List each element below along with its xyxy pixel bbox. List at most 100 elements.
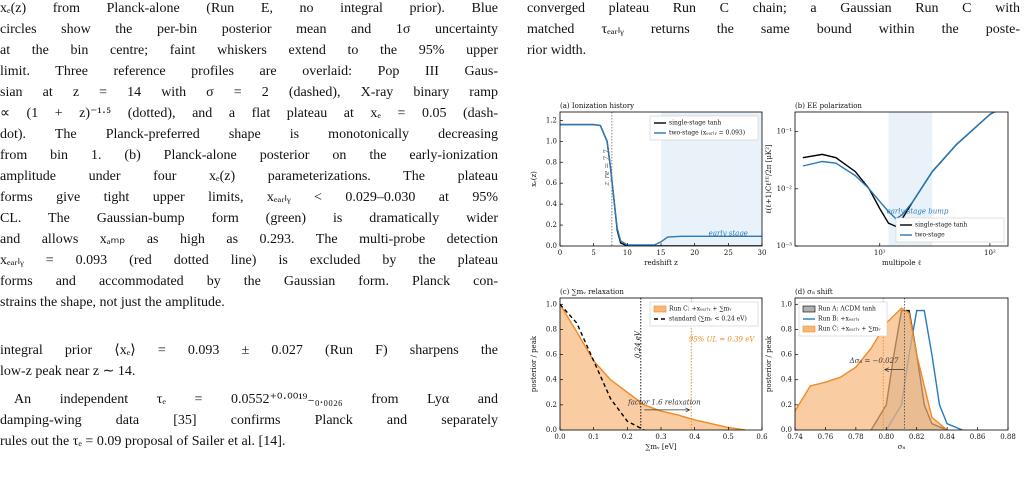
x-tick-label: 10¹ xyxy=(874,249,886,257)
y-axis-label: posterior / peak xyxy=(765,335,773,392)
text-line: An independent τₑ = 0.0552⁺⁰·⁰⁰¹⁹₋₀.₀₀₂₆… xyxy=(14,392,498,407)
line xyxy=(560,123,762,246)
legend-label: Run A: ΛCDM tanh xyxy=(818,306,876,313)
area xyxy=(795,308,948,430)
text-line: converged plateau Run C chain; a Gaussia… xyxy=(527,1,1020,16)
y-tick-label: 0.6 xyxy=(546,179,558,187)
y-tick-label: 0.8 xyxy=(546,325,557,333)
frame xyxy=(794,111,1009,247)
x-tick-label: 0 xyxy=(558,249,562,257)
text-line: matched τₑₐᵣₗᵧ returns the same bound wi… xyxy=(527,22,1020,37)
text-line: at the bin centre; faint whiskers extend… xyxy=(0,43,498,58)
legend-swatch xyxy=(802,305,816,313)
x-tick-label: 0.4 xyxy=(689,433,701,441)
text-line: limit. Three reference profiles are over… xyxy=(0,64,498,79)
text-line: integral prior ⟨xₑ⟩ = 0.093 ± 0.027 (Run… xyxy=(0,343,498,358)
text-line: forms and accommodated by the Gaussian f… xyxy=(0,274,498,289)
x-tick-label: 0.88 xyxy=(1000,433,1016,441)
x-tick-label: 30 xyxy=(758,249,767,257)
y-tick-label: 0.4 xyxy=(546,376,558,384)
x-axis-label: redshift z xyxy=(644,259,678,267)
text-line: strains the shape, not just the amplitud… xyxy=(0,295,225,310)
y-tick-label: 0.0 xyxy=(546,242,557,250)
annotation: factor 1.6 relaxation xyxy=(627,398,701,406)
x-axis-label: ∑mᵥ [eV] xyxy=(645,443,676,451)
text-line: dot). The Planck-preferred shape is mono… xyxy=(0,127,498,142)
annotation: early stage xyxy=(709,229,748,237)
text-line: rior width. xyxy=(527,43,587,58)
legend-label: two-stage xyxy=(915,232,945,239)
y-tick-label: 1.0 xyxy=(546,300,557,308)
x-tick-label: 0.84 xyxy=(939,433,955,441)
y-axis-label: posterior / peak xyxy=(530,335,538,392)
y-tick-label: 1.2 xyxy=(546,116,557,124)
y-tick-label: 10⁻² xyxy=(777,185,793,193)
y-tick-label: 0.2 xyxy=(546,401,557,409)
line xyxy=(802,112,996,220)
text-line: CL. The Gaussian-bump form (green) is dr… xyxy=(0,211,498,226)
y-tick-label: 0.6 xyxy=(781,351,793,359)
y-tick-label: 0.6 xyxy=(546,351,558,359)
x-tick-label: 10 xyxy=(623,249,632,257)
text-line: ∝ (1 + z)⁻¹·⁵ (dotted), and a flat plate… xyxy=(0,106,498,121)
x-tick-label: 0.0 xyxy=(554,433,565,441)
text-line: amplitude under four xₑ(z) parameterizat… xyxy=(0,169,498,184)
x-tick-label: 0.6 xyxy=(756,433,768,441)
y-tick-label: 0.0 xyxy=(781,426,792,434)
y-tick-label: 10⁻¹ xyxy=(777,128,793,136)
text-line: and allows xₐₘₚ as high as 0.293. The mu… xyxy=(0,232,498,247)
x-tick-label: 5 xyxy=(591,249,595,257)
panel-title: (d) σ₈ shift xyxy=(795,288,833,296)
x-tick-label: 0.5 xyxy=(723,433,734,441)
line xyxy=(560,303,645,430)
legend-swatch xyxy=(802,325,816,333)
text-line: circles show the per-bin posterior mean … xyxy=(0,22,498,37)
text-line: from bin 1. (b) Planck-alone posterior o… xyxy=(0,148,498,163)
x-axis-label: σ₈ xyxy=(898,443,906,451)
legend-label: Run B: +xₑₐᵣₗᵧ xyxy=(818,316,860,323)
legend-box xyxy=(649,115,759,141)
legend-label: single-stage tanh xyxy=(669,120,721,127)
y-tick-label: 1.0 xyxy=(546,137,557,145)
y-tick-label: 0.8 xyxy=(781,325,792,333)
x-tick-label: 20 xyxy=(690,249,699,257)
legend-swatch xyxy=(653,305,667,313)
text-line: low-z peak near z ∼ 14. xyxy=(0,364,136,379)
frame xyxy=(794,297,1009,431)
x-tick-label: 0.76 xyxy=(818,433,834,441)
panel-title: (a) Ionization history xyxy=(560,102,634,110)
text-line: damping-wing data [35] confirms Planck a… xyxy=(0,413,498,428)
x-tick-label: 0.2 xyxy=(622,433,633,441)
x-tick-label: 0.3 xyxy=(655,433,666,441)
legend-label: two-stage (xₑₐᵣₗᵧ = 0.093) xyxy=(669,130,745,137)
x-tick-label: 0.80 xyxy=(878,433,894,441)
arrow xyxy=(644,407,691,413)
annotation: z_re = 7.7 xyxy=(603,149,611,187)
y-tick-label: 0.8 xyxy=(546,158,557,166)
x-tick-label: 25 xyxy=(724,249,733,257)
area xyxy=(560,304,746,430)
x-tick-label: 0.78 xyxy=(848,433,864,441)
annotation: 0.24 eV xyxy=(634,330,642,358)
panel-title: (b) EE polarization xyxy=(795,102,862,110)
y-axis-label: xₑ(z) xyxy=(530,171,538,187)
legend-label: standard (∑mᵥ < 0.24 eV) xyxy=(669,316,747,323)
y-tick-label: 0.4 xyxy=(781,376,793,384)
x-tick-label: 0.82 xyxy=(909,433,925,441)
x-tick-label: 0.86 xyxy=(970,433,986,441)
x-tick-label: 15 xyxy=(657,249,666,257)
x-tick-label: 0.74 xyxy=(787,433,803,441)
x-tick-label: 10² xyxy=(984,249,996,257)
annotation: early-stage bump xyxy=(887,208,949,216)
arrow xyxy=(883,367,905,372)
legend-label: single-stage tanh xyxy=(915,222,967,229)
legend-box xyxy=(649,301,759,327)
annotation: 95% UL = 0.39 eV xyxy=(689,335,756,343)
panel-title: (c) ∑mᵥ relaxation xyxy=(560,288,624,296)
legend-label: Run C: +xₑₐᵣₗᵧ + ∑mᵥ xyxy=(669,306,732,313)
line xyxy=(560,303,746,430)
text-line: sian at z = 14 with σ = 2 (dashed), X-ra… xyxy=(0,85,498,100)
text-line: rules out the τₑ = 0.09 proposal of Sail… xyxy=(0,434,286,449)
